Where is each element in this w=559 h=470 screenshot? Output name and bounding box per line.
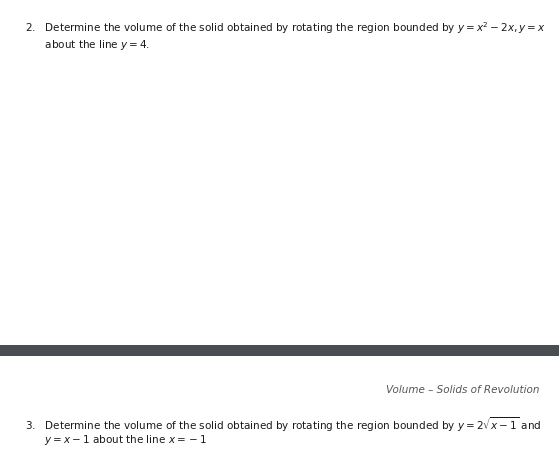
Bar	[0, 345, 559, 356]
Text: $y = x - 1$ about the line $x = -1$: $y = x - 1$ about the line $x = -1$	[25, 433, 207, 447]
Text: Volume – Solids of Revolution: Volume – Solids of Revolution	[386, 385, 540, 395]
Text: 2.   Determine the volume of the solid obtained by rotating the region bounded b: 2. Determine the volume of the solid obt…	[25, 20, 546, 36]
Text: 3.   Determine the volume of the solid obtained by rotating the region bounded b: 3. Determine the volume of the solid obt…	[25, 415, 541, 434]
Text: about the line $y = 4$.: about the line $y = 4$.	[25, 38, 150, 52]
